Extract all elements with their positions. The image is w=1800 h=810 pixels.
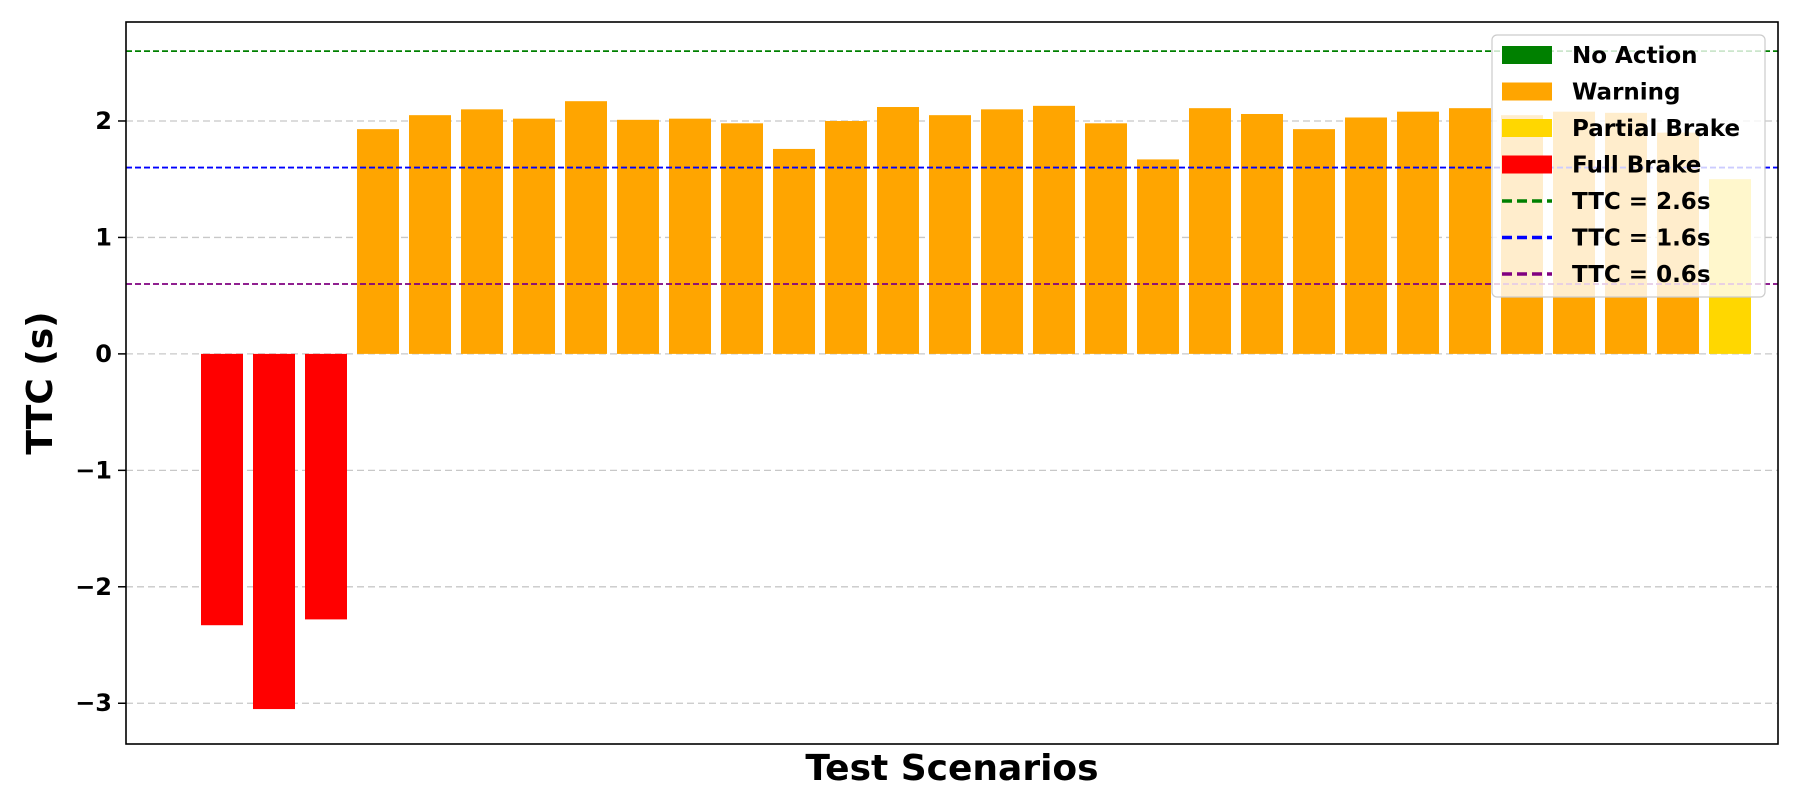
y-tick-label: −1 (75, 456, 112, 484)
bar (669, 118, 711, 354)
bar (305, 353, 347, 620)
legend-label: TTC = 0.6s (1572, 262, 1711, 288)
bar (357, 129, 399, 354)
legend: No Action Warning Partial Brake Full Brake T… (1491, 34, 1766, 298)
legend-label: Warning (1572, 80, 1681, 106)
bar (1189, 108, 1231, 354)
bar (1033, 105, 1075, 354)
bar (1085, 123, 1127, 354)
y-tick-label: −2 (75, 573, 112, 601)
y-axis-label: TTC (s) (20, 311, 61, 454)
legend-swatch (1502, 82, 1552, 101)
plot-frame (125, 21, 1779, 745)
legend-label: No Action (1572, 43, 1698, 69)
legend-swatch (1502, 119, 1552, 137)
legend-swatch (1502, 155, 1552, 174)
y-tick-label: 0 (95, 340, 112, 368)
bar (1345, 117, 1387, 354)
bar (981, 109, 1023, 354)
bar (617, 119, 659, 354)
bar (1241, 113, 1283, 354)
bar (877, 107, 919, 354)
y-axis-ticks: −3 −2 −1 0 1 2 (75, 107, 126, 717)
bar (565, 101, 607, 354)
legend-box (1491, 34, 1766, 298)
bar (721, 123, 763, 354)
bar (409, 115, 451, 354)
threshold-lines (126, 50, 1778, 285)
bar (1449, 108, 1491, 354)
bar (461, 109, 503, 354)
y-tick-label: −3 (75, 689, 112, 717)
bar (825, 120, 867, 354)
bar (253, 353, 295, 710)
y-tick-label: 2 (95, 107, 112, 135)
legend-label: TTC = 2.6s (1572, 189, 1711, 215)
bar (929, 115, 971, 354)
bar (1137, 159, 1179, 354)
bar (201, 353, 243, 626)
bar (513, 118, 555, 354)
legend-swatch (1502, 46, 1552, 64)
bar (1397, 111, 1439, 354)
legend-label: Partial Brake (1572, 116, 1740, 142)
legend-label: TTC = 1.6s (1572, 226, 1711, 252)
y-tick-label: 1 (95, 223, 112, 251)
x-axis-label: Test Scenarios (805, 748, 1098, 789)
bar (773, 148, 815, 354)
bar (1293, 129, 1335, 354)
legend-label: Full Brake (1572, 153, 1701, 179)
